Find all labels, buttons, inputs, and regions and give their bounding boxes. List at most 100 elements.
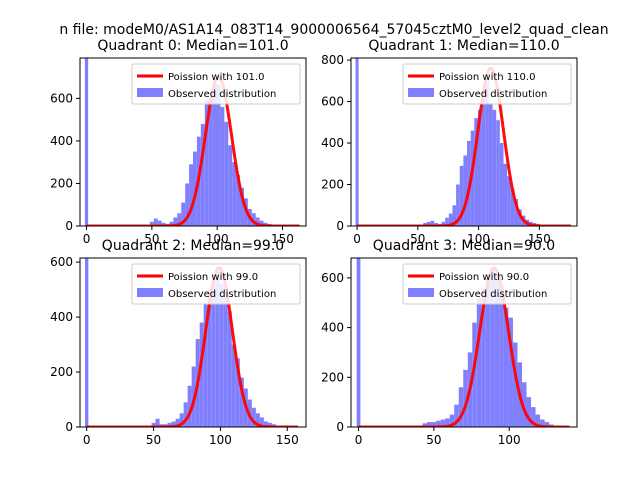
histogram-bar xyxy=(251,407,256,427)
histogram-bar xyxy=(496,120,500,226)
axes-frame xyxy=(350,257,578,428)
x-tick-label: 150 xyxy=(528,232,551,246)
legend-hist-label: Observed distribution xyxy=(439,89,547,100)
x-tick-label: 150 xyxy=(276,433,299,447)
histogram-bar xyxy=(235,358,240,427)
histogram-bar xyxy=(507,176,511,226)
histogram-bar xyxy=(490,267,495,427)
histogram-bar xyxy=(481,97,486,226)
y-tick-label: 0 xyxy=(65,219,73,233)
y-tick-label: 200 xyxy=(50,365,73,379)
histogram-bar xyxy=(177,213,182,226)
x-tick-label: 100 xyxy=(209,433,232,447)
figure-suptitle: n file: modeM0/AS1A14_083T14_9000006564_… xyxy=(59,22,608,38)
panel-title: Quadrant 3: Median=90.0 xyxy=(373,238,555,254)
histogram-bar xyxy=(426,221,431,226)
legend-hist-swatch xyxy=(137,288,163,297)
histogram-bar xyxy=(183,402,188,427)
histogram-bar xyxy=(161,222,166,226)
histogram-bar xyxy=(251,213,256,226)
y-tick-label: 600 xyxy=(50,255,73,269)
y-tick-label: 0 xyxy=(65,420,73,434)
histogram-bar xyxy=(522,382,527,427)
histogram-bar xyxy=(434,222,438,226)
histogram-bar xyxy=(263,421,268,427)
histogram-bar xyxy=(240,187,244,226)
histogram-bar xyxy=(208,98,213,226)
histogram-bar xyxy=(512,342,518,427)
histogram-bar xyxy=(200,123,205,226)
histogram-bar xyxy=(267,422,272,427)
histogram-bar xyxy=(477,109,482,226)
histogram-bar xyxy=(211,278,216,427)
y-tick-label: 200 xyxy=(50,176,73,190)
histogram-bar xyxy=(422,423,428,427)
panels: 0 50 100 150 0 200 400 600 Quadrant 0: Median=10… xyxy=(50,38,578,447)
histogram-bar xyxy=(224,121,229,226)
y-tick-label: 400 xyxy=(321,321,344,335)
panel-quadrant-0: 0 50 100 150 0 200 400 600 Quadrant 0: Median=10… xyxy=(50,38,307,246)
x-tick-label: 50 xyxy=(426,433,441,447)
histogram-bar xyxy=(255,217,260,226)
histogram-bar xyxy=(518,209,522,226)
legend-fit-label: Poission with 110.0 xyxy=(439,72,535,83)
y-tick-label: 600 xyxy=(50,91,73,105)
y-tick-label: 0 xyxy=(336,420,344,434)
histogram-bar xyxy=(259,417,264,427)
histogram-bar xyxy=(203,303,208,427)
histogram-bar xyxy=(189,164,193,226)
histogram-bar xyxy=(185,183,190,226)
y-tick-label: 800 xyxy=(321,53,344,67)
x-tick-label: 100 xyxy=(498,433,521,447)
legend-hist-label: Observed distribution xyxy=(439,289,547,300)
histogram-bar xyxy=(228,145,233,226)
histogram-bar xyxy=(463,369,468,427)
histogram-bar xyxy=(423,222,427,226)
histogram-bar xyxy=(231,344,236,427)
legend-box xyxy=(131,263,301,305)
histogram-bar xyxy=(492,109,497,226)
legend-hist-swatch xyxy=(408,88,434,97)
legend-box xyxy=(402,263,572,305)
legend-fit-label: Poission with 99.0 xyxy=(168,272,258,283)
histogram-bar xyxy=(167,422,172,427)
histogram-bar xyxy=(535,414,541,427)
histogram-bar xyxy=(503,163,508,226)
panel-title: Quadrant 2: Median=99.0 xyxy=(102,238,284,254)
histogram-bar xyxy=(445,217,449,226)
x-tick-label: 0 xyxy=(353,232,361,246)
histogram-bar xyxy=(436,420,441,427)
histogram-bar xyxy=(175,418,180,427)
histogram-bar xyxy=(472,322,477,427)
axes-frame xyxy=(350,57,578,227)
x-tick-label: 0 xyxy=(83,433,91,447)
histogram-bar xyxy=(232,162,237,226)
x-tick-label: 50 xyxy=(146,433,161,447)
x-tick-label: 0 xyxy=(355,433,363,447)
x-tick-label: 150 xyxy=(271,232,294,246)
panel-quadrant-3: 0 50 100 0 200 400 600 Quadrant 3: Median=90.0 P… xyxy=(321,238,578,447)
legend-box xyxy=(402,63,572,105)
histogram-bar xyxy=(199,322,204,427)
histogram-bar xyxy=(463,155,468,226)
histogram-bar xyxy=(207,289,212,427)
histogram-bar xyxy=(181,202,186,226)
histogram-bar xyxy=(474,118,478,226)
histogram-bar xyxy=(508,317,513,427)
x-tick-label: 50 xyxy=(410,232,425,246)
histogram-bar xyxy=(448,213,453,226)
histogram-bar-zero-spike xyxy=(356,258,361,427)
histogram-bar-zero-spike xyxy=(84,58,89,226)
histogram-bar xyxy=(223,297,228,427)
histogram-bar xyxy=(459,165,464,226)
y-tick-label: 400 xyxy=(50,134,73,148)
histogram-bar xyxy=(215,267,220,427)
panel-quadrant-1: 0 50 100 150 0 200 400 600 800 Quadrant 1: Median… xyxy=(321,38,578,246)
panel-title: Quadrant 1: Median=110.0 xyxy=(368,38,559,54)
panel-title: Quadrant 0: Median=101.0 xyxy=(97,38,288,54)
histogram-bar-zero-spike xyxy=(355,58,359,226)
x-tick-label: 100 xyxy=(467,232,490,246)
histogram-bar xyxy=(510,188,515,226)
histogram-bar xyxy=(540,419,545,427)
histogram-bar-zero-spike xyxy=(85,258,89,427)
